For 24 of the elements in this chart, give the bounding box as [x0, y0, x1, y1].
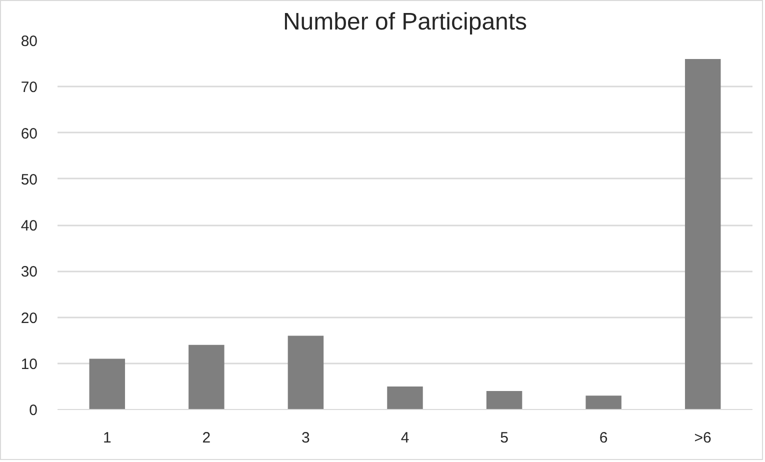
- y-tick-label: 20: [20, 310, 38, 327]
- x-tick-label: 5: [500, 430, 508, 446]
- x-tick-label: >6: [694, 430, 712, 446]
- y-tick-label: 0: [29, 402, 38, 419]
- bar: [586, 396, 622, 410]
- bar: [486, 391, 522, 410]
- bar: [387, 386, 423, 410]
- x-tick-label: 3: [302, 430, 310, 446]
- y-tick-label: 70: [20, 79, 38, 96]
- x-tick-label: 6: [599, 430, 608, 446]
- y-tick-label: 10: [20, 356, 38, 373]
- y-tick-label: 60: [20, 125, 38, 142]
- chart-title: Number of Participants: [282, 8, 528, 36]
- y-tick-label: 50: [20, 171, 38, 188]
- bar: [89, 358, 126, 410]
- y-tick-label: 80: [20, 33, 38, 50]
- x-tick-label: 1: [102, 430, 112, 446]
- y-tick-label: 40: [20, 218, 38, 234]
- y-tick-label: 30: [20, 264, 38, 281]
- bar: [288, 336, 324, 410]
- x-tick-label: 2: [202, 430, 211, 446]
- bar: [188, 344, 224, 410]
- x-tick-label: 4: [400, 430, 410, 446]
- bar: [684, 58, 721, 410]
